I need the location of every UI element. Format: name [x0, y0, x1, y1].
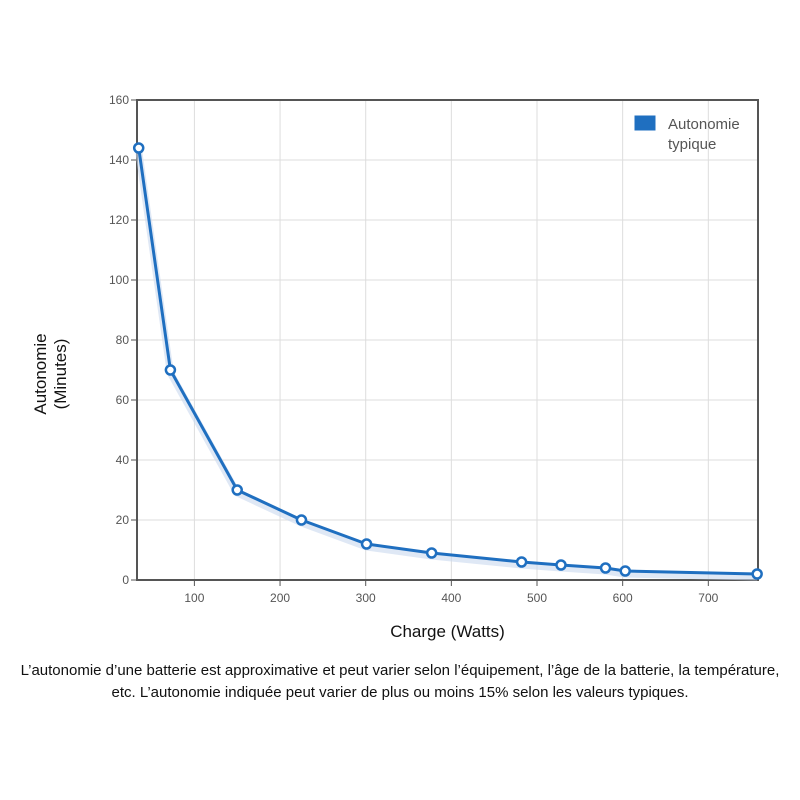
y-tick-label: 0	[122, 573, 129, 587]
y-tick-label: 80	[116, 333, 130, 347]
data-point	[425, 547, 438, 559]
data-point	[751, 568, 763, 580]
legend-label-line: Autonomie	[668, 116, 740, 133]
legend-swatch	[633, 114, 657, 132]
data-point	[515, 556, 528, 568]
chart-caption: L’autonomie d’une batterie est approxima…	[20, 662, 780, 701]
data-point	[164, 364, 177, 376]
data-point	[555, 559, 567, 571]
x-axis-ticks: 100 200 300 400 500 600 700	[184, 580, 719, 605]
series-layer	[132, 142, 763, 581]
x-tick-label: 400	[441, 591, 461, 605]
x-tick-label: 300	[356, 591, 376, 605]
y-tick-label: 160	[109, 93, 129, 107]
data-point	[599, 562, 612, 574]
x-tick-label: 700	[698, 591, 718, 605]
x-axis-title: Charge (Watts)	[390, 622, 505, 641]
y-axis-title-line: (Minutes)	[51, 339, 70, 410]
x-tick-label: 600	[613, 591, 633, 605]
series-line	[137, 146, 759, 576]
y-axis-title: Autonomie(Minutes)	[31, 333, 70, 414]
data-point	[231, 484, 243, 496]
grid-lines	[137, 100, 758, 580]
y-axis-title-line: Autonomie	[31, 333, 50, 414]
legend-label: Autonomie typique	[668, 116, 740, 153]
y-tick-label: 120	[109, 213, 129, 227]
y-tick-label: 40	[116, 453, 130, 467]
y-tick-label: 60	[116, 393, 130, 407]
series-line-shadow	[135, 150, 758, 581]
data-point	[132, 142, 145, 154]
y-tick-label: 140	[109, 153, 129, 167]
y-axis-ticks: 0 20 40 60 80 100 120 140 160	[109, 93, 137, 587]
x-tick-label: 200	[270, 591, 290, 605]
legend-label-line: typique	[668, 136, 716, 153]
y-tick-label: 100	[109, 273, 129, 287]
data-point	[619, 565, 631, 577]
legend: Autonomie typique	[633, 114, 740, 153]
y-tick-label: 20	[116, 513, 130, 527]
data-point	[295, 514, 308, 526]
data-point	[360, 538, 373, 550]
x-tick-label: 100	[184, 591, 204, 605]
x-tick-label: 500	[527, 591, 547, 605]
